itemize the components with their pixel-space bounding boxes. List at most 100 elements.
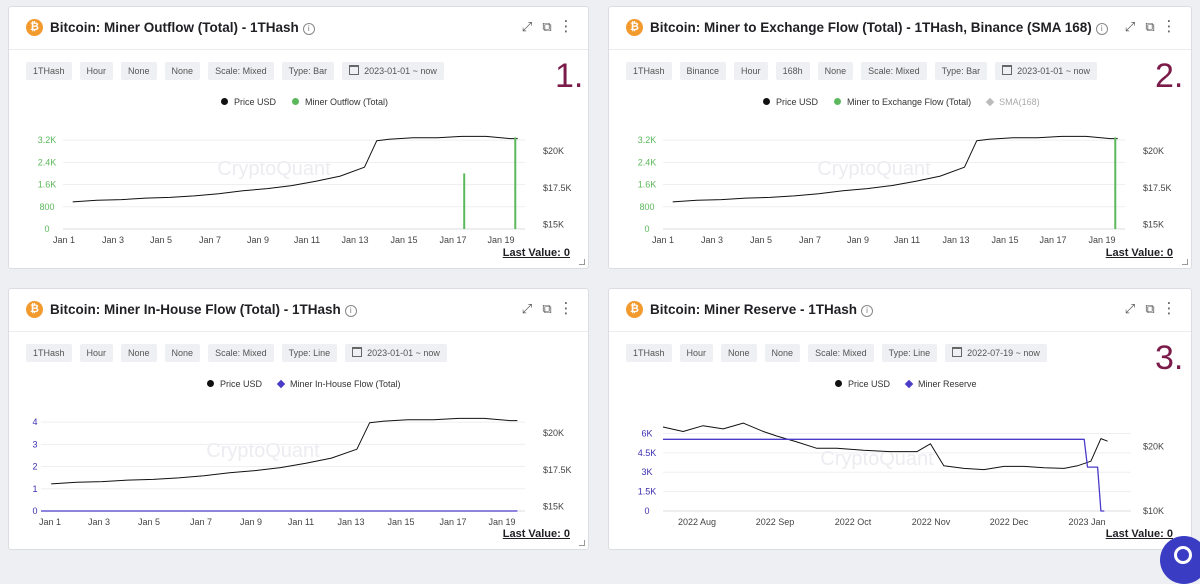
legend-dot-icon	[292, 98, 300, 105]
more-options-icon[interactable]: ⋮	[1161, 300, 1177, 317]
filter-chip[interactable]: 168h	[775, 62, 810, 80]
x-tick-label: Jan 13	[337, 517, 364, 527]
x-tick-label: 2022 Sep	[756, 517, 795, 527]
y-left-tick-label: 1.5K	[638, 487, 657, 497]
date-range-chip[interactable]: 2023-01-01 ~ now	[995, 62, 1097, 80]
popout-icon[interactable]: ⧉	[542, 19, 552, 34]
filter-chip[interactable]: None	[121, 62, 157, 80]
popout-icon[interactable]: ⧉	[1145, 301, 1155, 316]
date-range-label: 2023-01-01 ~ now	[364, 66, 437, 76]
panel-title: Bitcoin: Miner Reserve - 1THash i	[650, 302, 874, 317]
legend-item[interactable]: Miner to Exchange Flow (Total)	[834, 97, 971, 107]
y-right-tick-label: $20K	[543, 428, 564, 438]
x-tick-label: Jan 1	[39, 517, 61, 527]
date-range-chip[interactable]: 2023-01-01 ~ now	[342, 62, 444, 80]
legend-dot-icon	[221, 98, 228, 105]
legend-item[interactable]: Miner Reserve	[904, 379, 977, 389]
y-left-tick-label: 3	[32, 439, 37, 449]
y-left-tick-label: 3K	[641, 467, 652, 477]
filter-chip[interactable]: Type: Line	[281, 344, 338, 362]
resize-handle[interactable]	[1182, 259, 1188, 265]
x-tick-label: Jan 7	[190, 517, 212, 527]
filter-chip[interactable]: Type: Bar	[934, 62, 988, 80]
legend-label: Miner Reserve	[918, 379, 977, 389]
filter-chip[interactable]: Hour	[79, 62, 114, 80]
filter-chip[interactable]: Hour	[79, 344, 114, 362]
filter-chip[interactable]: None	[121, 344, 157, 362]
filter-chip[interactable]: Hour	[734, 62, 768, 80]
x-tick-label: Jan 1	[652, 235, 674, 245]
filter-chips: 1THash Hour None None Scale: Mixed Type: Bar 2…	[26, 61, 452, 80]
filter-chip[interactable]: None	[817, 62, 854, 80]
info-icon[interactable]: i	[861, 305, 874, 317]
last-value[interactable]: Last Value: 0	[1105, 247, 1173, 259]
chart-legend: Price USD Miner Reserve	[835, 379, 993, 389]
date-range-chip[interactable]: 2023-01-01 ~ now	[345, 344, 447, 362]
filter-chip[interactable]: 1THash	[626, 62, 672, 80]
bitcoin-icon: ₿	[626, 19, 643, 36]
expand-icon[interactable]: ⤢	[521, 301, 533, 316]
filter-chip[interactable]: Scale: Mixed	[861, 62, 927, 80]
more-options-icon[interactable]: ⋮	[558, 18, 574, 35]
last-value[interactable]: Last Value: 0	[1105, 528, 1173, 540]
last-value[interactable]: Last Value: 0	[502, 247, 570, 259]
x-tick-label: Jan 19	[1088, 235, 1115, 245]
calendar-icon	[1002, 65, 1013, 75]
filter-chip[interactable]: Scale: Mixed	[208, 344, 274, 362]
expand-icon[interactable]: ⤢	[521, 19, 533, 34]
x-tick-label: Jan 9	[847, 235, 869, 245]
help-chat-icon[interactable]	[1160, 536, 1200, 584]
panel-header: ₿ Bitcoin: Miner to Exchange Flow (Total)…	[609, 7, 1191, 50]
filter-chip[interactable]: Type: Bar	[281, 62, 335, 80]
resize-handle[interactable]	[579, 259, 585, 265]
filter-chip[interactable]: None	[721, 344, 757, 362]
legend-item[interactable]: Price USD	[207, 379, 262, 389]
date-range-label: 2022-07-19 ~ now	[967, 348, 1040, 358]
chart-legend: Price USD Miner Outflow (Total)	[221, 97, 404, 107]
y-left-tick-label: 0	[644, 224, 649, 234]
expand-icon[interactable]: ⤢	[1124, 301, 1136, 316]
last-value[interactable]: Last Value: 0	[502, 528, 570, 540]
expand-icon[interactable]: ⤢	[1124, 19, 1136, 34]
legend-item[interactable]: Price USD	[221, 97, 276, 107]
more-options-icon[interactable]: ⋮	[558, 300, 574, 317]
y-right-tick-label: $15K	[1143, 220, 1164, 230]
legend-label: SMA(168)	[999, 97, 1040, 107]
filter-chip[interactable]: Scale: Mixed	[208, 62, 274, 80]
filter-chip[interactable]: None	[164, 344, 201, 362]
panel-title: Bitcoin: Miner In-House Flow (Total) - 1…	[50, 302, 357, 317]
resize-handle[interactable]	[579, 540, 585, 546]
filter-chip[interactable]: 1THash	[26, 62, 72, 80]
x-tick-label: Jan 3	[701, 235, 723, 245]
filter-chip[interactable]: Binance	[679, 62, 727, 80]
filter-chip[interactable]: Hour	[679, 344, 714, 362]
info-icon[interactable]: i	[344, 305, 357, 317]
y-left-tick-label: 3.2K	[638, 135, 657, 145]
x-tick-label: Jan 1	[53, 235, 75, 245]
filter-chip[interactable]: None	[164, 62, 201, 80]
x-tick-label: Jan 11	[288, 517, 314, 527]
filter-chip[interactable]: Type: Line	[881, 344, 938, 362]
y-left-tick-label: 0	[644, 506, 649, 516]
chart-panel-miner-in-house-flow: ₿ Bitcoin: Miner In-House Flow (Total) - …	[8, 288, 589, 550]
x-tick-label: 2022 Nov	[912, 517, 951, 527]
info-icon[interactable]: i	[1095, 23, 1108, 35]
filter-chip[interactable]: 1THash	[26, 344, 72, 362]
legend-item[interactable]: Price USD	[763, 97, 818, 107]
legend-item[interactable]: SMA(168)	[985, 97, 1040, 107]
popout-icon[interactable]: ⧉	[542, 301, 552, 316]
bar-mark	[514, 137, 517, 229]
filter-chip[interactable]: Scale: Mixed	[808, 344, 874, 362]
popout-icon[interactable]: ⧉	[1145, 19, 1155, 34]
info-icon[interactable]: i	[302, 23, 315, 35]
y-right-tick-label: $20K	[1143, 146, 1164, 156]
date-range-chip[interactable]: 2022-07-19 ~ now	[945, 344, 1047, 362]
bar-mark	[1114, 137, 1117, 229]
more-options-icon[interactable]: ⋮	[1161, 18, 1177, 35]
x-tick-label: 2023 Jan	[1068, 517, 1105, 527]
filter-chip[interactable]: 1THash	[626, 344, 672, 362]
legend-item[interactable]: Miner In-House Flow (Total)	[276, 379, 401, 389]
legend-item[interactable]: Price USD	[835, 379, 890, 389]
legend-item[interactable]: Miner Outflow (Total)	[292, 97, 388, 107]
filter-chip[interactable]: None	[764, 344, 801, 362]
